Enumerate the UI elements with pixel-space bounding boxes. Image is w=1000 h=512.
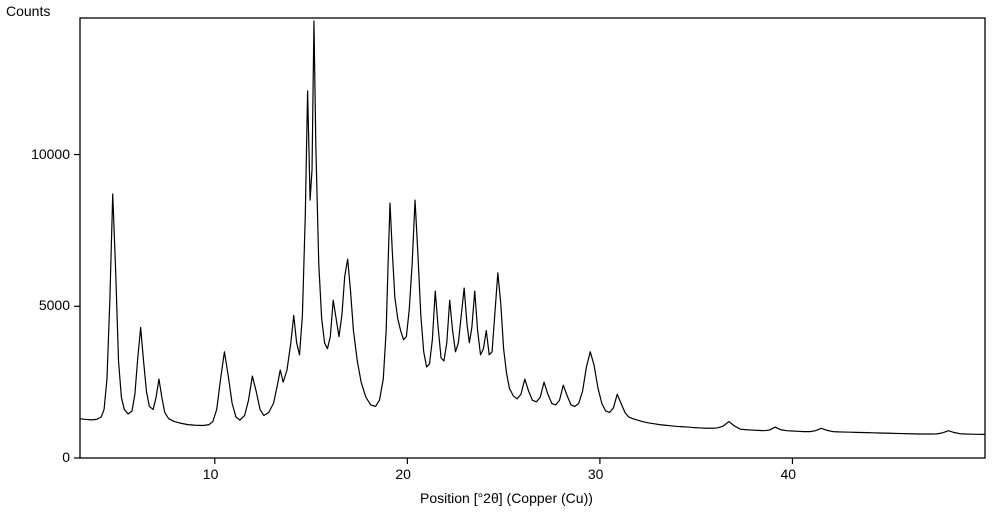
x-tick-label: 40 (780, 466, 796, 482)
y-tick-label: 10000 (31, 146, 70, 162)
xrd-chart (0, 0, 1000, 512)
x-tick-label: 10 (203, 466, 219, 482)
y-tick-label: 0 (62, 449, 70, 465)
x-tick-label: 30 (588, 466, 604, 482)
y-tick-label: 5000 (39, 297, 70, 313)
x-tick-label: 20 (395, 466, 411, 482)
